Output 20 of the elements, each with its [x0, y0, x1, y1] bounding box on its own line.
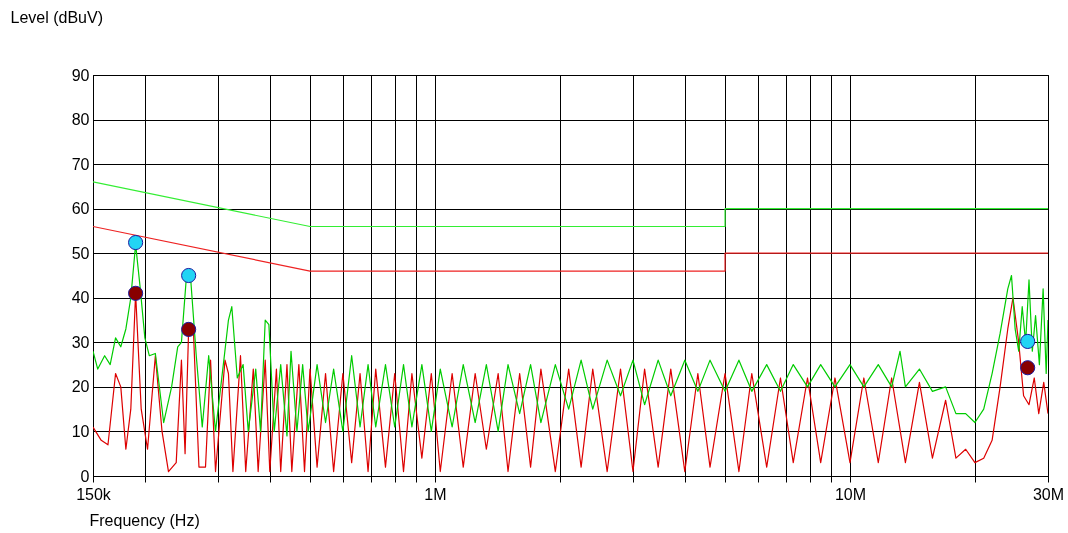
y-tick-label: 30: [71, 333, 90, 351]
x-tick-label: 30M: [1032, 485, 1065, 503]
y-tick-label: 40: [71, 289, 90, 307]
x-axis-title: Frequency (Hz): [89, 511, 200, 529]
point: [128, 234, 144, 251]
point: [1020, 333, 1036, 349]
x-tick-label: 1M: [424, 485, 447, 503]
point: [1020, 360, 1036, 376]
y-axis-title: Level (dBuV): [10, 8, 103, 26]
y-tick-label: 70: [71, 155, 90, 173]
y-tick-label: 50: [71, 244, 90, 262]
y-tick-label: 60: [71, 200, 90, 218]
y-tick-label: 0: [80, 467, 90, 485]
y-tick-label: 80: [71, 111, 90, 129]
point: [128, 285, 144, 301]
y-tick-label: 10: [71, 422, 90, 440]
x-tick-label: 150k: [76, 485, 112, 503]
y-tick-label: 20: [71, 378, 90, 396]
y-tick-label: 90: [71, 66, 90, 84]
x-tick-label: 10M: [834, 485, 867, 503]
